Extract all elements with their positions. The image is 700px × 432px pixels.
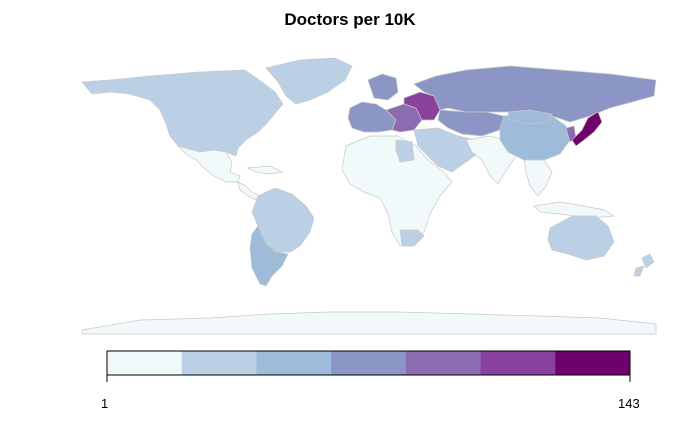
region-greenland[interactable] bbox=[265, 57, 353, 105]
region-russia[interactable] bbox=[413, 65, 657, 123]
region-south-asia[interactable] bbox=[465, 135, 517, 185]
region-belarus-ukraine[interactable] bbox=[403, 91, 441, 121]
region-argentina[interactable] bbox=[249, 225, 289, 287]
legend-bin-7 bbox=[555, 351, 631, 375]
legend-max-label: 143 bbox=[618, 396, 640, 411]
region-mexico[interactable] bbox=[176, 145, 241, 183]
region-middle-east[interactable] bbox=[413, 127, 481, 173]
region-europe-west[interactable] bbox=[347, 73, 399, 133]
region-mongolia[interactable] bbox=[507, 109, 553, 125]
legend-bin-6 bbox=[480, 351, 556, 375]
region-africa[interactable] bbox=[341, 135, 453, 247]
legend-colorbar bbox=[107, 351, 631, 375]
map-title: Doctors per 10K bbox=[284, 10, 416, 29]
region-new-zealand[interactable] bbox=[633, 253, 655, 277]
region-south-africa[interactable] bbox=[399, 229, 425, 247]
legend-frame bbox=[106, 350, 631, 376]
legend-bin-1 bbox=[107, 351, 183, 375]
legend-bin-3 bbox=[256, 351, 332, 375]
legend-bin-5 bbox=[405, 351, 482, 375]
region-japan[interactable] bbox=[571, 111, 603, 147]
region-libya[interactable] bbox=[395, 139, 415, 163]
region-australia[interactable] bbox=[547, 215, 615, 261]
legend-bin-4 bbox=[331, 351, 407, 375]
region-north-america[interactable] bbox=[81, 69, 284, 157]
region-southeast-asia[interactable] bbox=[523, 159, 616, 219]
region-kazakhstan[interactable] bbox=[437, 109, 505, 137]
legend-bin-2 bbox=[181, 351, 257, 375]
legend-min-label: 1 bbox=[101, 396, 109, 411]
region-antarctica[interactable] bbox=[81, 311, 657, 335]
